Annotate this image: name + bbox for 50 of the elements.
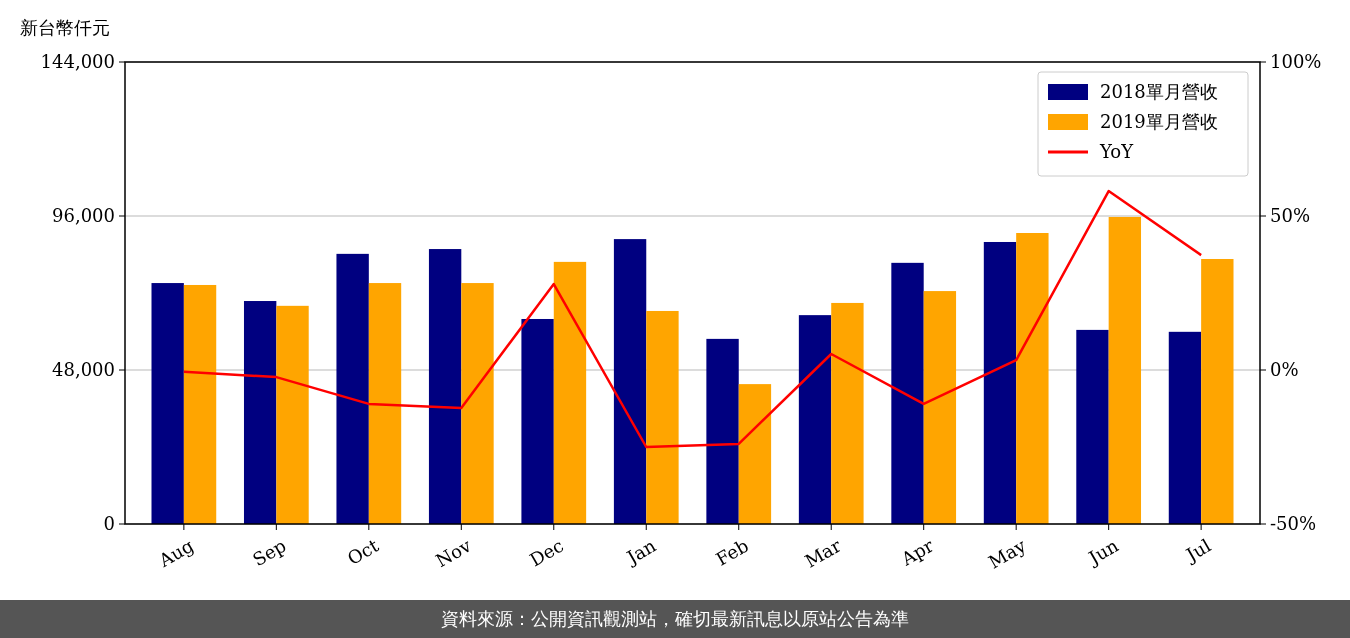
y2-tick-label: 50%	[1270, 205, 1311, 227]
bar	[276, 305, 309, 524]
bar	[1016, 233, 1049, 524]
legend-label: 2019單月營收	[1100, 111, 1218, 133]
y2-tick-label: 100%	[1270, 51, 1322, 73]
bar	[183, 284, 217, 524]
x-tick-label: Nov	[432, 534, 476, 572]
bar	[368, 283, 402, 524]
x-tick-label: Mar	[801, 534, 845, 572]
bar	[1076, 329, 1109, 524]
x-tick-label: Jan	[621, 534, 660, 569]
bar	[428, 249, 462, 524]
bar	[521, 318, 554, 524]
legend-label: 2018單月營收	[1100, 81, 1218, 103]
bar	[613, 239, 647, 524]
y-tick-label: 144,000	[40, 51, 115, 73]
y-tick-label: 96,000	[52, 205, 115, 227]
bar	[706, 338, 739, 524]
bar	[1168, 331, 1202, 524]
x-tick-label: Feb	[712, 534, 752, 570]
bar	[461, 283, 494, 524]
bar	[798, 315, 832, 524]
x-tick-label: Jun	[1083, 534, 1123, 570]
x-tick-label: Sep	[249, 534, 290, 571]
bar	[151, 283, 184, 524]
bar	[983, 241, 1017, 524]
bar	[738, 384, 772, 524]
bar	[891, 262, 924, 524]
x-tick-label: Apr	[896, 534, 938, 570]
x-tick-label: Dec	[525, 534, 567, 571]
y-axis-title: 新台幣仟元	[20, 17, 110, 38]
bar	[243, 301, 277, 524]
source-note: 資料來源：公開資訊觀測站，確切最新訊息以原站公告為準	[441, 608, 909, 630]
line-series	[182, 189, 1203, 449]
bar	[336, 253, 369, 524]
x-tick-label: May	[984, 534, 1031, 573]
bar	[1201, 258, 1234, 524]
y-tick-label: 0	[103, 513, 115, 535]
legend-label: YoY	[1099, 141, 1135, 163]
x-tick-label: Jul	[1180, 534, 1215, 567]
y2-tick-label: -50%	[1270, 513, 1317, 535]
bar	[553, 261, 587, 524]
bar	[831, 302, 864, 524]
x-tick-label: Aug	[154, 534, 198, 572]
bar	[646, 310, 679, 524]
y-tick-label: 48,000	[52, 359, 115, 381]
x-tick-label: Oct	[343, 534, 383, 569]
bar	[923, 291, 957, 524]
bar	[1108, 216, 1142, 524]
y2-tick-label: 0%	[1270, 359, 1299, 381]
